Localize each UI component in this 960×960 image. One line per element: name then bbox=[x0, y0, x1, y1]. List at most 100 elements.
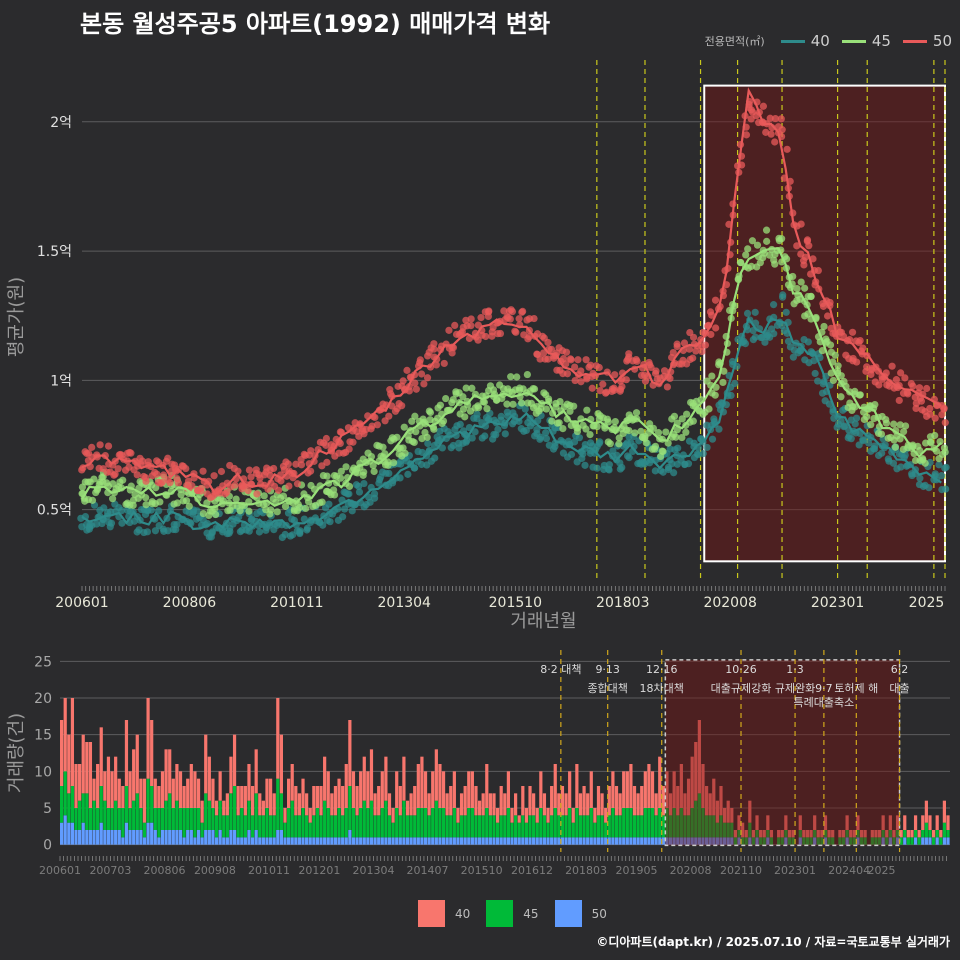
data-point bbox=[855, 338, 863, 347]
data-point bbox=[461, 413, 469, 421]
bar-45 bbox=[290, 800, 294, 838]
bar-45 bbox=[849, 837, 853, 845]
data-point bbox=[664, 465, 673, 474]
data-point bbox=[897, 369, 905, 377]
bar-50 bbox=[514, 837, 518, 845]
bar-40 bbox=[564, 793, 568, 816]
bar-50 bbox=[895, 837, 900, 845]
data-point bbox=[936, 437, 944, 446]
data-point bbox=[829, 376, 838, 385]
data-point bbox=[345, 490, 353, 498]
bar-45 bbox=[297, 815, 302, 838]
data-point bbox=[689, 417, 697, 425]
bar-45 bbox=[564, 815, 568, 838]
bar-50 bbox=[272, 837, 276, 845]
data-point bbox=[188, 482, 196, 490]
bar-50 bbox=[279, 830, 284, 845]
bar-50 bbox=[297, 837, 302, 845]
bar-45 bbox=[658, 808, 662, 838]
bar-45 bbox=[261, 815, 265, 838]
data-point bbox=[247, 473, 255, 481]
data-point bbox=[530, 314, 538, 323]
data-point bbox=[386, 386, 394, 394]
bar-45 bbox=[96, 808, 100, 830]
legend-title: 전용면적(㎡) bbox=[704, 35, 765, 48]
bar-50 bbox=[377, 837, 381, 845]
annotation-title: 1·3 bbox=[786, 663, 804, 676]
bar-50 bbox=[730, 837, 734, 845]
data-point bbox=[385, 412, 393, 420]
bar-45 bbox=[550, 815, 554, 838]
data-point bbox=[199, 509, 207, 518]
data-point bbox=[325, 500, 333, 508]
bar-40 bbox=[142, 778, 147, 823]
bar-45 bbox=[449, 815, 453, 838]
bar-45 bbox=[906, 837, 910, 845]
bar-45 bbox=[193, 808, 197, 838]
data-point bbox=[462, 384, 470, 392]
bar-50 bbox=[722, 837, 727, 845]
bar-50 bbox=[784, 837, 788, 845]
bar-40 bbox=[139, 778, 143, 808]
bar-45 bbox=[78, 800, 82, 830]
data-point bbox=[199, 467, 207, 475]
bar-40 bbox=[841, 830, 846, 838]
bar-40 bbox=[849, 830, 853, 838]
bar-45 bbox=[420, 808, 424, 838]
bar-40 bbox=[78, 764, 82, 801]
bar-45 bbox=[913, 830, 918, 838]
bar-40 bbox=[589, 771, 593, 808]
bar-45 bbox=[741, 837, 745, 845]
data-point bbox=[500, 307, 508, 315]
x-tick-label: 201304 bbox=[378, 595, 432, 611]
bar-45 bbox=[690, 808, 694, 838]
bar-50 bbox=[665, 837, 669, 845]
bar-45 bbox=[939, 837, 943, 845]
data-point bbox=[231, 481, 239, 489]
data-point bbox=[606, 440, 614, 448]
legend-label-40: 40 bbox=[810, 32, 830, 50]
data-point bbox=[931, 414, 939, 422]
bar-45 bbox=[874, 837, 878, 845]
bar-45 bbox=[456, 822, 460, 838]
bar-40 bbox=[622, 771, 626, 808]
bar-45 bbox=[589, 808, 593, 838]
bar-40 bbox=[441, 771, 446, 808]
volume-legend-swatch-50 bbox=[554, 900, 582, 927]
bar-45 bbox=[247, 800, 251, 830]
data-point bbox=[303, 524, 312, 532]
data-point bbox=[778, 126, 786, 134]
bar-40 bbox=[708, 793, 712, 816]
bar-45 bbox=[287, 808, 291, 838]
bar-40 bbox=[582, 786, 586, 816]
bar-45 bbox=[492, 815, 496, 838]
data-point bbox=[395, 450, 403, 458]
data-point bbox=[322, 441, 330, 449]
bar-50 bbox=[575, 837, 579, 845]
bar-40 bbox=[586, 793, 590, 816]
bar-50 bbox=[560, 837, 565, 845]
bar-40 bbox=[81, 734, 85, 794]
bar-40 bbox=[470, 771, 474, 808]
data-point bbox=[548, 417, 556, 425]
bar-45 bbox=[532, 815, 536, 838]
bar-40 bbox=[690, 756, 694, 808]
data-point bbox=[708, 311, 716, 319]
bar-40 bbox=[762, 830, 766, 838]
bar-50 bbox=[402, 837, 406, 845]
data-point bbox=[458, 328, 466, 336]
bar-45 bbox=[413, 815, 417, 838]
bar-45 bbox=[557, 815, 561, 838]
legend-label-50: 50 bbox=[932, 32, 952, 50]
data-point bbox=[799, 257, 808, 265]
bar-50 bbox=[366, 837, 370, 845]
data-point bbox=[302, 504, 310, 513]
data-point bbox=[400, 423, 408, 431]
data-point bbox=[396, 474, 404, 482]
data-point bbox=[430, 425, 438, 433]
data-point bbox=[618, 463, 626, 472]
bar-45 bbox=[168, 793, 172, 830]
bar-45 bbox=[359, 808, 363, 838]
bar-50 bbox=[528, 837, 532, 845]
bar-40 bbox=[892, 830, 896, 838]
